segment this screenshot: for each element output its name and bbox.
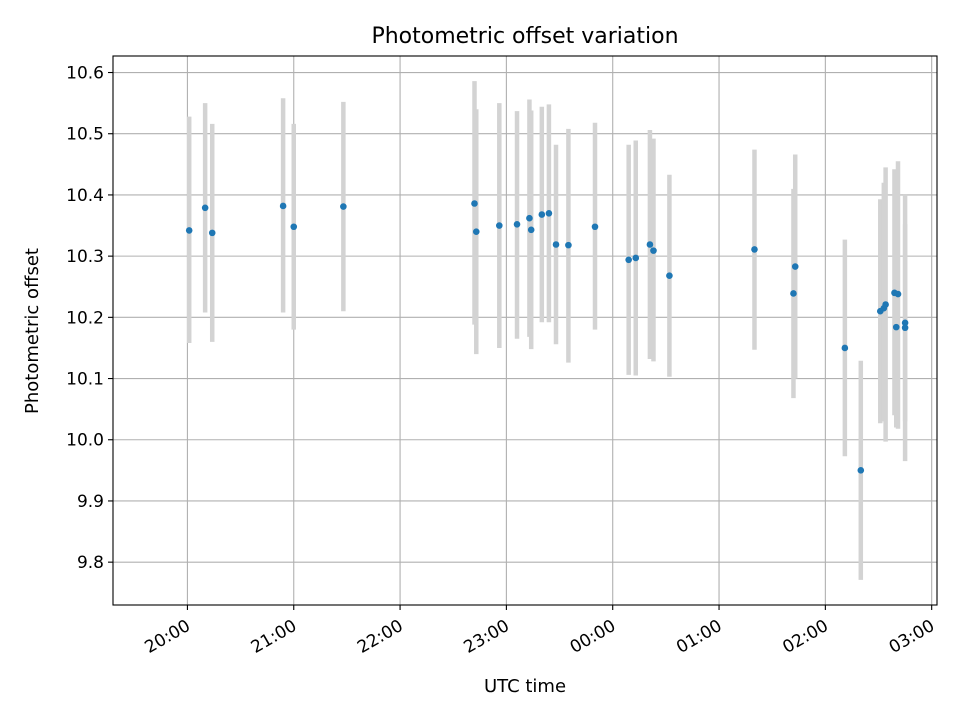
y-tick-label: 10.0 xyxy=(66,431,104,451)
data-point xyxy=(650,247,657,254)
y-tick-label: 10.6 xyxy=(66,64,104,84)
data-point xyxy=(201,204,209,212)
grid-lines xyxy=(113,56,937,605)
y-tick-label: 9.9 xyxy=(77,492,104,512)
data-point xyxy=(552,241,560,248)
data-point xyxy=(290,223,298,231)
data-point xyxy=(472,228,480,235)
data-point xyxy=(791,263,799,270)
data-point xyxy=(538,211,546,218)
data-point xyxy=(471,200,478,207)
y-tick-label: 10.5 xyxy=(66,125,104,145)
data-point xyxy=(208,229,216,237)
data-point xyxy=(751,246,758,253)
data-point xyxy=(279,202,287,210)
data-point xyxy=(565,241,572,249)
y-tick-label: 10.3 xyxy=(66,247,104,267)
data-point xyxy=(591,223,599,231)
data-point xyxy=(632,254,640,262)
data-point xyxy=(625,256,632,264)
y-tick-label: 10.2 xyxy=(66,308,104,328)
data-point xyxy=(526,214,533,222)
data-point xyxy=(901,319,909,327)
y-tick-label: 10.1 xyxy=(66,370,104,390)
data-point xyxy=(790,290,797,297)
data-point xyxy=(545,209,553,217)
data-point xyxy=(513,221,521,228)
data-point xyxy=(340,203,347,210)
data-point xyxy=(527,226,535,234)
x-axis-label: UTC time xyxy=(484,676,566,697)
data-point xyxy=(894,290,902,298)
data-point xyxy=(901,324,909,332)
data-point xyxy=(892,323,900,331)
data-point xyxy=(496,222,503,229)
plot-frame xyxy=(112,55,938,606)
y-tick-label: 10.4 xyxy=(66,186,104,206)
data-point xyxy=(882,301,889,308)
chart-title: Photometric offset variation xyxy=(371,24,678,49)
data-point xyxy=(646,241,654,248)
data-point xyxy=(841,344,849,352)
data-point xyxy=(185,227,193,234)
data-point xyxy=(666,272,673,280)
y-axis-ticks: 9.8 9.9 10.0 10.1 10.2 10.3 10.4 10.5 10.6 xyxy=(66,64,113,573)
y-axis-label: Photometric offset xyxy=(22,248,43,414)
y-tick-label: 9.8 xyxy=(77,553,104,573)
data-point xyxy=(857,467,865,474)
data-points xyxy=(185,200,909,474)
